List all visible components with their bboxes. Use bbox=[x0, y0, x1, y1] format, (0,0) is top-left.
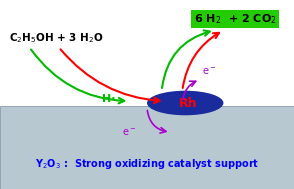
Text: H·: H· bbox=[102, 94, 116, 104]
Text: e$^-$: e$^-$ bbox=[122, 127, 137, 138]
Ellipse shape bbox=[147, 91, 223, 115]
Text: C$_2$H$_5$OH + 3 H$_2$O: C$_2$H$_5$OH + 3 H$_2$O bbox=[9, 31, 103, 45]
Text: Rh: Rh bbox=[179, 97, 197, 109]
Text: Y$_2$O$_3$ :  Strong oxidizing catalyst support: Y$_2$O$_3$ : Strong oxidizing catalyst s… bbox=[35, 157, 259, 171]
Text: e$^-$: e$^-$ bbox=[201, 66, 216, 77]
Bar bbox=[0, 106, 294, 189]
Text: 6 H$_2$  + 2 CO$_2$: 6 H$_2$ + 2 CO$_2$ bbox=[194, 12, 277, 26]
